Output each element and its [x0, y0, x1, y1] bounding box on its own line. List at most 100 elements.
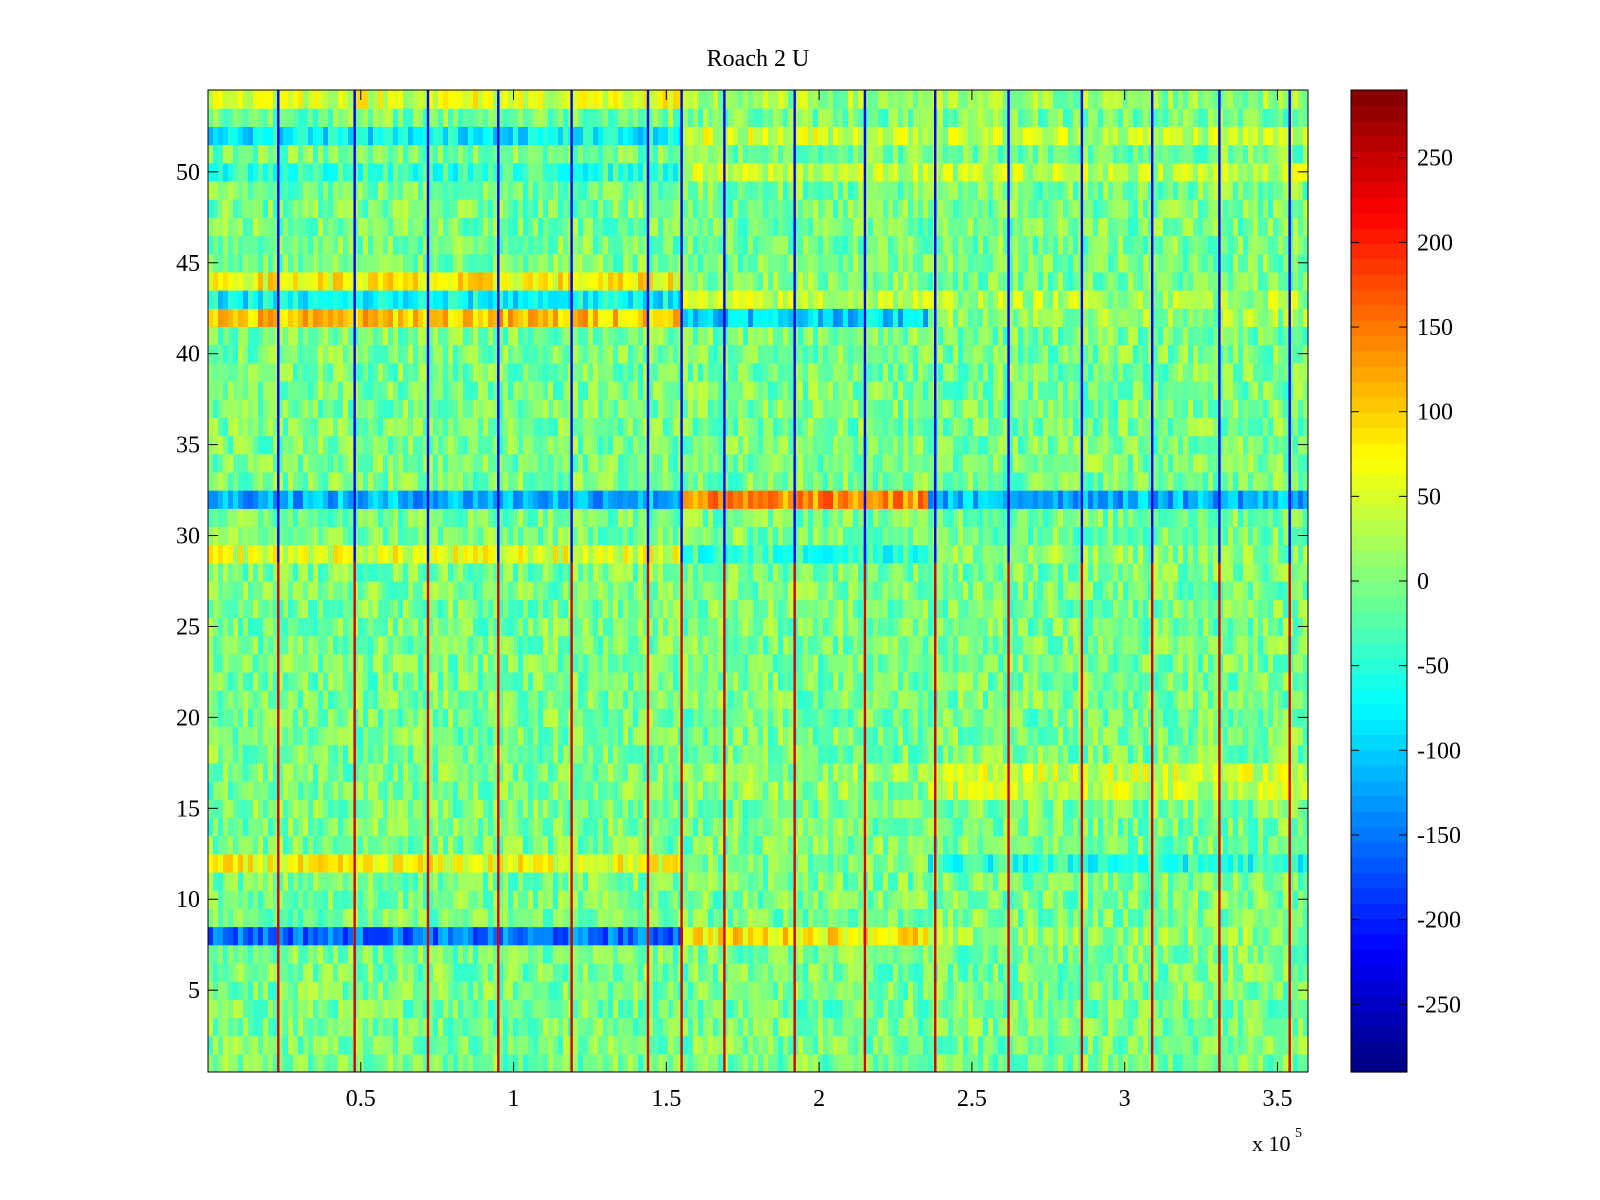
heatmap-cell	[873, 653, 879, 673]
heatmap-cell	[278, 817, 284, 837]
heatmap-cell	[1188, 1035, 1194, 1055]
heatmap-cell	[833, 853, 839, 873]
heatmap-cell	[758, 908, 764, 928]
heatmap-cell	[838, 690, 844, 709]
heatmap-cell	[1088, 1053, 1094, 1072]
heatmap-cell	[1213, 781, 1219, 800]
heatmap-cell	[693, 944, 699, 964]
heatmap-cell	[428, 1035, 434, 1055]
heatmap-cell	[1258, 853, 1264, 873]
heatmap-cell	[418, 708, 424, 728]
heatmap-cell	[803, 653, 809, 673]
heatmap-cell	[1128, 981, 1134, 1000]
heatmap-cell	[748, 999, 754, 1019]
heatmap-cell	[473, 890, 479, 909]
heatmap-cell	[1068, 799, 1074, 819]
heatmap-cell	[728, 981, 734, 1000]
heatmap-cell	[1243, 1035, 1249, 1055]
heatmap-cell	[218, 817, 224, 837]
heatmap-cell	[943, 999, 949, 1019]
heatmap-cell	[1148, 981, 1154, 1000]
heatmap-cell	[233, 781, 239, 800]
heatmap-cell	[533, 744, 539, 764]
heatmap-cell	[723, 871, 729, 891]
heatmap-cell	[1193, 981, 1199, 1000]
heatmap-cell	[283, 653, 289, 673]
heatmap-cell	[898, 726, 904, 746]
heatmap-cell	[398, 744, 404, 764]
heatmap-cell	[1038, 781, 1044, 800]
heatmap-cell	[553, 708, 559, 728]
heatmap-cell	[603, 799, 609, 819]
heatmap-cell	[478, 962, 484, 982]
heatmap-cell	[878, 762, 884, 782]
heatmap-cell	[1113, 981, 1119, 1000]
heatmap-cell	[1213, 1017, 1219, 1037]
heatmap-cell	[468, 999, 474, 1019]
heatmap-cell	[258, 944, 264, 964]
heatmap-cell	[313, 981, 319, 1000]
heatmap-cell	[693, 690, 699, 709]
heatmap-cell	[858, 890, 864, 909]
heatmap-cell	[268, 690, 274, 709]
heatmap-cell	[903, 999, 909, 1019]
heatmap-cell	[458, 799, 464, 819]
heatmap-cell	[413, 1035, 419, 1055]
heatmap-cell	[528, 853, 534, 873]
heatmap-cell	[578, 999, 584, 1019]
heatmap-cell	[703, 999, 709, 1019]
heatmap-cell	[1168, 853, 1174, 873]
heatmap-cell	[348, 1053, 354, 1072]
heatmap-cell	[1253, 671, 1259, 691]
heatmap-cell	[1008, 744, 1014, 764]
heatmap-cell	[818, 726, 824, 746]
heatmap-cell	[1073, 962, 1079, 982]
heatmap-cell	[523, 1053, 529, 1072]
heatmap-cell	[418, 981, 424, 1000]
heatmap-cell	[348, 690, 354, 709]
heatmap-cell	[1213, 744, 1219, 764]
heatmap-cell	[1118, 962, 1124, 982]
heatmap-cell	[658, 1053, 664, 1072]
heatmap-cell	[638, 781, 644, 800]
heatmap-cell	[708, 835, 714, 855]
heatmap-cell	[633, 690, 639, 709]
heatmap-cell	[1048, 799, 1054, 819]
heatmap-cell	[923, 944, 929, 964]
heatmap-cell	[1168, 1017, 1174, 1037]
heatmap-cell	[1268, 817, 1274, 837]
heatmap-cell	[248, 1053, 254, 1072]
heatmap-cell	[1223, 690, 1229, 709]
heatmap-cell	[973, 744, 979, 764]
heatmap-cell	[1283, 690, 1289, 709]
heatmap-cell	[363, 708, 369, 728]
heatmap-cell	[1208, 690, 1214, 709]
heatmap-cell	[498, 762, 504, 782]
heatmap-cell	[488, 690, 494, 709]
heatmap-cell	[638, 981, 644, 1000]
heatmap-cell	[1168, 999, 1174, 1019]
heatmap-cell	[968, 908, 974, 928]
heatmap-cell	[233, 744, 239, 764]
heatmap-cell	[1283, 817, 1289, 837]
heatmap-cell	[813, 853, 819, 873]
heatmap-cell	[308, 744, 314, 764]
heatmap-cell	[368, 981, 374, 1000]
heatmap-cell	[528, 981, 534, 1000]
heatmap-cell	[1008, 690, 1014, 709]
heatmap-cell	[1258, 671, 1264, 691]
heatmap-cell	[758, 1017, 764, 1037]
heatmap-cell	[1148, 835, 1154, 855]
heatmap-cell	[418, 926, 424, 946]
heatmap-cell	[603, 781, 609, 800]
heatmap-cell	[1053, 871, 1059, 891]
heatmap-cell	[508, 726, 514, 746]
heatmap-cell	[513, 1017, 519, 1037]
heatmap-cell	[218, 762, 224, 782]
heatmap-cell	[548, 981, 554, 1000]
heatmap-cell	[1158, 781, 1164, 800]
heatmap-cell	[1088, 690, 1094, 709]
heatmap-cell	[453, 981, 459, 1000]
heatmap-cell	[973, 981, 979, 1000]
heatmap-cell	[653, 690, 659, 709]
